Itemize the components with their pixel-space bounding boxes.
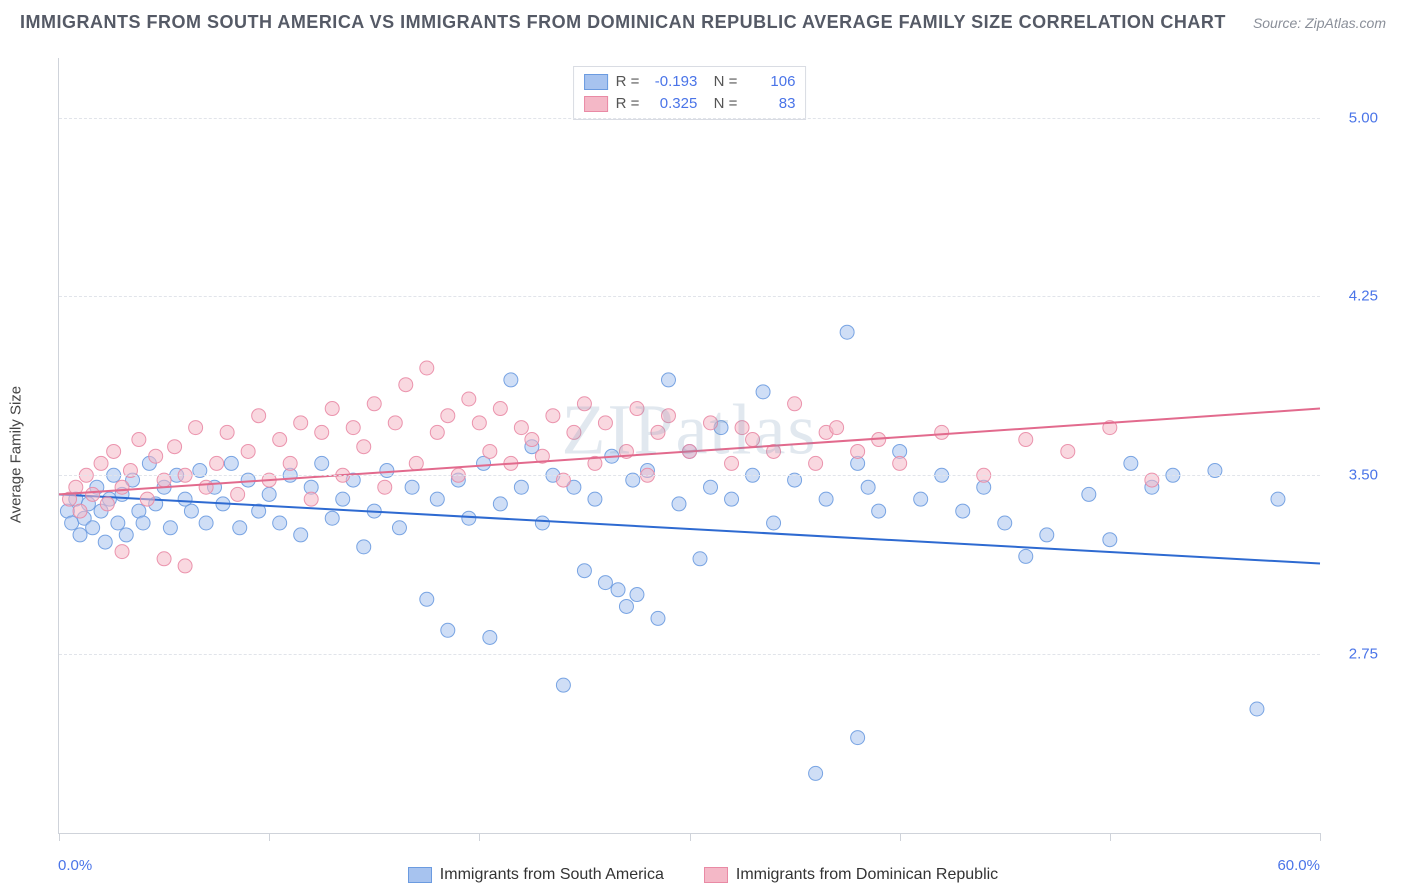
- swatch-icon: [704, 867, 728, 883]
- y-axis-label: Average Family Size: [8, 386, 25, 523]
- swatch-icon: [408, 867, 432, 883]
- chart-title: IMMIGRANTS FROM SOUTH AMERICA VS IMMIGRA…: [20, 12, 1226, 33]
- stat-r-label: R =: [616, 71, 640, 93]
- correlation-legend: R = -0.193 N = 106 R = 0.325 N = 83: [573, 66, 807, 120]
- source-label: Source: ZipAtlas.com: [1253, 15, 1386, 31]
- plot-area: ZIPatlas R = -0.193 N = 106 R = 0.325 N …: [58, 58, 1320, 834]
- stat-r-value-1: 0.325: [647, 93, 697, 115]
- stat-r-label: R =: [616, 93, 640, 115]
- legend-label-1: Immigrants from Dominican Republic: [736, 866, 998, 884]
- stat-n-value-1: 83: [745, 93, 795, 115]
- y-tick-label: 3.50: [1328, 467, 1378, 484]
- series-legend: Immigrants from South America Immigrants…: [0, 866, 1406, 884]
- y-tick-label: 2.75: [1328, 646, 1378, 663]
- stat-r-value-0: -0.193: [647, 71, 697, 93]
- corr-row-series-0: R = -0.193 N = 106: [584, 71, 796, 93]
- swatch-icon: [584, 96, 608, 112]
- stat-n-label: N =: [705, 71, 737, 93]
- chart-header: IMMIGRANTS FROM SOUTH AMERICA VS IMMIGRA…: [0, 0, 1406, 41]
- legend-label-0: Immigrants from South America: [440, 866, 664, 884]
- stat-n-value-0: 106: [745, 71, 795, 93]
- chart-container: Average Family Size ZIPatlas R = -0.193 …: [48, 48, 1386, 844]
- swatch-icon: [584, 74, 608, 90]
- legend-item-0: Immigrants from South America: [408, 866, 664, 884]
- scatter-svg: [59, 58, 1320, 833]
- y-tick-label: 4.25: [1328, 288, 1378, 305]
- legend-item-1: Immigrants from Dominican Republic: [704, 866, 998, 884]
- stat-n-label: N =: [705, 93, 737, 115]
- y-tick-label: 5.00: [1328, 109, 1378, 126]
- corr-row-series-1: R = 0.325 N = 83: [584, 93, 796, 115]
